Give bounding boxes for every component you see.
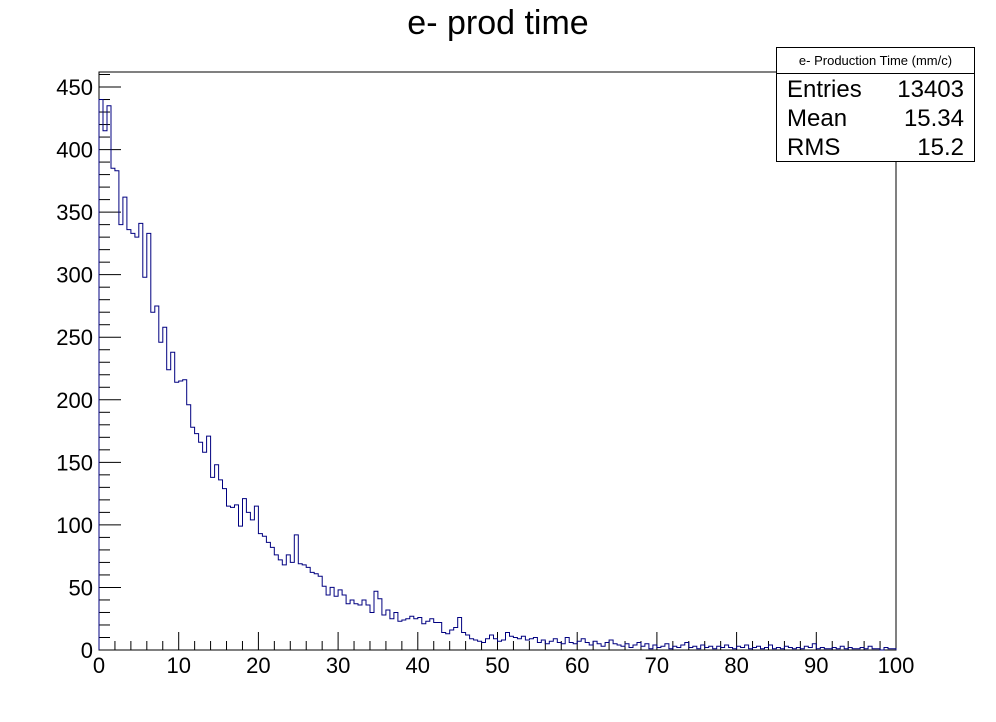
x-tick-label: 100 (878, 653, 915, 678)
x-tick-label: 50 (485, 653, 509, 678)
y-tick-label: 200 (56, 388, 93, 413)
y-tick-label: 300 (56, 263, 93, 288)
stats-label: Entries (787, 76, 862, 103)
x-tick-label: 20 (246, 653, 270, 678)
x-tick-label: 40 (406, 653, 430, 678)
y-tick-label: 150 (56, 450, 93, 475)
y-tick-label: 450 (56, 75, 93, 100)
stats-label: RMS (787, 134, 841, 161)
stats-row-entries: Entries 13403 (777, 74, 974, 103)
stats-row-mean: Mean 15.34 (777, 103, 974, 132)
x-tick-label: 10 (166, 653, 190, 678)
x-tick-label: 60 (565, 653, 589, 678)
x-tick-label: 0 (93, 653, 105, 678)
histogram-series (98, 99, 897, 651)
stats-value: 15.34 (903, 105, 964, 132)
stats-value: 13403 (897, 76, 964, 103)
y-axis: 0 50 100 150 200 250 300 350 400 450 (56, 74, 121, 663)
y-tick-label: 350 (56, 200, 93, 225)
x-tick-label: 90 (804, 653, 828, 678)
stats-label: Mean (787, 105, 848, 132)
x-tick-label: 70 (645, 653, 669, 678)
y-tick-label: 100 (56, 513, 93, 538)
stats-box: e- Production Time (mm/c) Entries 13403 … (776, 47, 975, 162)
x-tick-label: 30 (326, 653, 350, 678)
y-tick-label: 50 (69, 575, 93, 600)
y-tick-label: 0 (81, 638, 93, 663)
y-tick-label: 250 (56, 325, 93, 350)
y-tick-label: 400 (56, 138, 93, 163)
stats-value: 15.2 (917, 134, 964, 161)
chart-title: e- prod time (407, 4, 589, 42)
x-axis: 0 10 20 30 40 50 60 70 80 90 100 (93, 632, 914, 678)
stats-row-rms: RMS 15.2 (777, 132, 974, 161)
x-tick-label: 80 (724, 653, 748, 678)
stats-box-title: e- Production Time (mm/c) (777, 48, 974, 74)
